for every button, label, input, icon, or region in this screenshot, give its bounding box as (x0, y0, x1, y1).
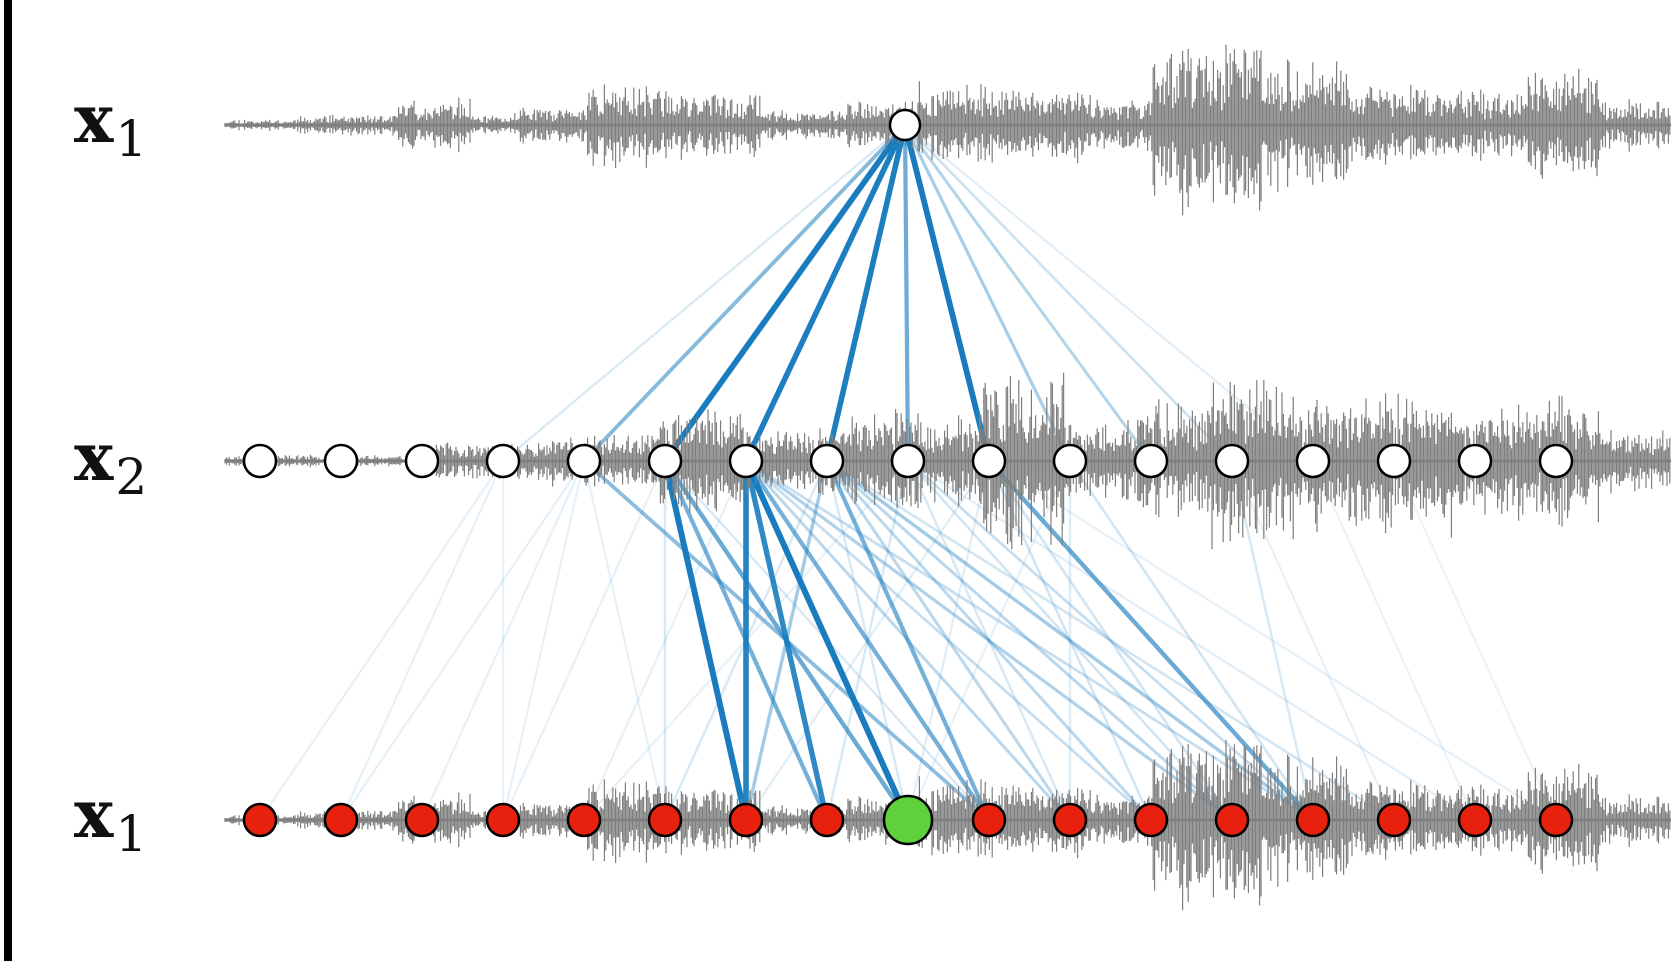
edge-middle-to-bottom (258, 459, 505, 822)
middle-node (242, 443, 278, 479)
waveform-trace (224, 739, 1671, 911)
edge-middle-to-bottom (582, 459, 910, 822)
bottom-node (1376, 802, 1412, 838)
middle-node (1133, 443, 1169, 479)
waveform-middle (224, 372, 1671, 550)
edge-middle-to-bottom (906, 459, 1072, 822)
edge-middle-to-bottom (744, 459, 1153, 822)
edge-middle-to-bottom (744, 459, 991, 822)
edge-top-to-middle (902, 122, 911, 464)
edge-middle-to-bottom (339, 459, 505, 822)
edge-middle-to-bottom (743, 458, 830, 823)
middle-node (404, 443, 440, 479)
edge-middle-to-bottom (825, 459, 910, 822)
middle-node (1295, 443, 1331, 479)
bottom-node (323, 802, 359, 838)
edge-middle-to-bottom (1311, 459, 1477, 822)
edge-middle-to-bottom (987, 459, 1558, 822)
edge-middle-to-bottom (1230, 459, 1396, 822)
edge-middle-to-bottom (743, 458, 992, 823)
edge-middle-to-bottom (744, 459, 1315, 822)
edge-middle-to-bottom (906, 459, 1234, 822)
middle-node (890, 443, 926, 479)
edge-middle-to-bottom (420, 459, 586, 822)
bottom-node-highlighted (882, 794, 934, 846)
edge-middle-to-bottom (743, 458, 911, 823)
frame-left-border (4, 0, 12, 961)
waveform-trace (224, 44, 1671, 216)
middle-to-bottom-edges (258, 458, 1558, 823)
edge-middle-to-bottom (744, 459, 829, 822)
edge-top-to-middle (903, 123, 1072, 463)
middle-node (1052, 443, 1088, 479)
edge-middle-to-bottom (744, 459, 1234, 822)
edge-top-to-middle (501, 123, 907, 463)
edge-middle-to-bottom (825, 459, 1072, 822)
edge-top-to-middle (662, 122, 908, 464)
edge-middle-to-bottom (906, 459, 991, 822)
edge-middle-to-bottom (825, 459, 1315, 822)
edge-middle-to-bottom (662, 458, 749, 823)
bottom-node (1214, 802, 1250, 838)
middle-node (566, 443, 602, 479)
bottom-node (1133, 802, 1169, 838)
middle-node (1376, 443, 1412, 479)
edge-top-to-middle (903, 123, 1234, 463)
edge-middle-to-bottom (501, 459, 586, 822)
edge-top-to-middle (743, 122, 908, 464)
bottom-node (1295, 802, 1331, 838)
edge-middle-to-bottom (825, 459, 1234, 822)
bottom-node (566, 802, 602, 838)
middle-node (323, 443, 359, 479)
edge-middle-to-bottom (582, 459, 667, 822)
bottom-node (971, 802, 1007, 838)
middle-node (647, 443, 683, 479)
edge-middle-to-bottom (1392, 459, 1558, 822)
waveform-bottom (224, 739, 1671, 911)
edge-middle-to-bottom (501, 459, 667, 822)
bottom-node (728, 802, 764, 838)
edge-top-to-middle (902, 122, 992, 464)
bottom-node (485, 802, 521, 838)
middle-node (971, 443, 1007, 479)
bottom-node (1538, 802, 1574, 838)
label-x2-middle: x2 (74, 418, 148, 506)
bottom-node (1052, 802, 1088, 838)
edge-middle-to-bottom (1230, 459, 1315, 822)
edge-top-to-middle (582, 123, 907, 463)
middle-node (1457, 443, 1493, 479)
bottom-node (1457, 802, 1493, 838)
edge-middle-to-bottom (824, 458, 992, 823)
top-to-middle-edges (501, 122, 1315, 464)
middle-node (809, 443, 845, 479)
edge-middle-to-bottom (906, 459, 1072, 822)
middle-node (1538, 443, 1574, 479)
edge-middle-to-bottom (663, 459, 829, 822)
edge-middle-to-bottom (582, 459, 748, 822)
label-x1-top: x1 (74, 80, 148, 168)
bottom-node (404, 802, 440, 838)
middle-node (1214, 443, 1250, 479)
edge-middle-to-bottom (825, 459, 910, 822)
edge-top-to-middle (824, 122, 908, 464)
edge-middle-to-bottom (906, 459, 1477, 822)
edge-middle-to-bottom (825, 459, 1396, 822)
middle-node (728, 443, 764, 479)
nodes (242, 108, 1574, 846)
edge-top-to-middle (903, 123, 1153, 463)
edge-middle-to-bottom (1068, 459, 1315, 822)
waveform-top (224, 44, 1671, 216)
edge-middle-to-bottom (825, 459, 1153, 822)
label-x1-bottom: x1 (74, 775, 148, 863)
edge-middle-to-bottom (987, 459, 1234, 822)
edge-middle-to-bottom (339, 459, 586, 822)
bottom-node (647, 802, 683, 838)
middle-node (485, 443, 521, 479)
bottom-node (809, 802, 845, 838)
top-node (888, 108, 922, 142)
bottom-node (242, 802, 278, 838)
edge-top-to-middle (903, 123, 1315, 463)
